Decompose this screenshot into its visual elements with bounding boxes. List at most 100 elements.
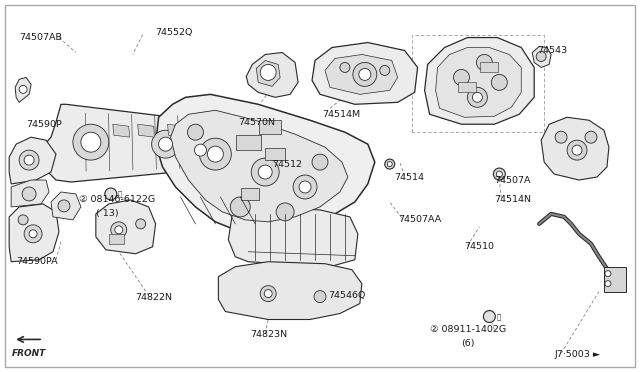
Circle shape [195,144,207,156]
Text: 74514M: 74514M [322,110,360,119]
Circle shape [572,145,582,155]
Bar [236,135,260,150]
Text: Ⓐ: Ⓐ [497,313,500,320]
Text: 74546Q: 74546Q [328,291,365,300]
Circle shape [207,146,223,162]
Polygon shape [156,94,375,234]
Polygon shape [9,137,56,184]
Text: 74590P: 74590P [26,120,62,129]
Circle shape [152,130,180,158]
Polygon shape [541,117,609,180]
Text: ② 08911-1402G: ② 08911-1402G [429,325,506,334]
Polygon shape [168,124,184,137]
Circle shape [19,86,27,93]
Circle shape [159,137,173,151]
Polygon shape [424,38,534,124]
Text: 74507AB: 74507AB [19,33,62,42]
Bar [265,148,285,160]
Polygon shape [218,262,362,320]
Circle shape [293,175,317,199]
Circle shape [387,161,392,167]
Circle shape [19,150,39,170]
Circle shape [115,226,123,234]
Text: 74507AA: 74507AA [397,215,441,224]
Circle shape [476,54,492,70]
Circle shape [136,219,146,229]
Circle shape [73,124,109,160]
Text: 74552Q: 74552Q [156,28,193,37]
Circle shape [258,165,272,179]
Circle shape [380,65,390,76]
Circle shape [81,132,101,152]
Text: 74570N: 74570N [238,118,275,127]
Polygon shape [228,207,358,267]
Circle shape [105,188,116,200]
Polygon shape [113,124,130,137]
Polygon shape [325,54,397,94]
Circle shape [359,68,371,80]
Circle shape [18,215,28,225]
Bar [241,188,259,200]
Polygon shape [51,192,81,220]
Polygon shape [11,180,49,207]
Circle shape [252,158,279,186]
Polygon shape [138,124,155,137]
Text: 74590PA: 74590PA [16,257,58,266]
Polygon shape [9,204,59,262]
Circle shape [24,155,34,165]
Circle shape [467,87,488,107]
Text: 74514: 74514 [394,173,424,182]
Circle shape [314,291,326,302]
Circle shape [385,159,395,169]
Circle shape [29,230,37,238]
Circle shape [340,62,350,73]
Circle shape [260,286,276,302]
Circle shape [493,168,506,180]
Circle shape [200,138,231,170]
Circle shape [264,290,272,298]
Circle shape [188,124,204,140]
Circle shape [299,181,311,193]
Text: ( 13): ( 13) [96,209,118,218]
Polygon shape [436,48,521,117]
Text: 74510: 74510 [465,242,495,251]
Polygon shape [532,46,551,67]
Polygon shape [256,61,280,86]
Circle shape [497,171,502,177]
Text: 74507A: 74507A [494,176,531,185]
Text: 74543: 74543 [537,46,567,55]
Circle shape [454,70,469,86]
Polygon shape [246,52,298,97]
Circle shape [472,92,483,102]
Polygon shape [312,42,418,104]
Text: J7·5003 ►: J7·5003 ► [554,350,600,359]
Text: 74514N: 74514N [494,195,531,205]
Circle shape [111,222,127,238]
Circle shape [24,225,42,243]
Bar [259,120,281,134]
Circle shape [312,154,328,170]
Polygon shape [96,200,156,254]
Circle shape [567,140,587,160]
Text: FRONT: FRONT [12,349,46,358]
Circle shape [605,271,611,277]
Circle shape [189,138,212,162]
Circle shape [585,131,597,143]
Text: 74823N: 74823N [250,330,287,339]
Text: 74822N: 74822N [136,293,173,302]
Circle shape [353,62,377,86]
Circle shape [605,280,611,286]
Circle shape [536,51,546,61]
Circle shape [483,311,495,323]
Circle shape [58,200,70,212]
Bar [458,82,476,92]
Polygon shape [36,104,238,182]
Bar [604,267,626,292]
Polygon shape [171,110,348,222]
Polygon shape [15,77,31,102]
Circle shape [260,64,276,80]
Circle shape [22,187,36,201]
Text: ② 08146-6122G: ② 08146-6122G [79,195,155,205]
Bar [109,234,124,244]
Circle shape [230,197,250,217]
